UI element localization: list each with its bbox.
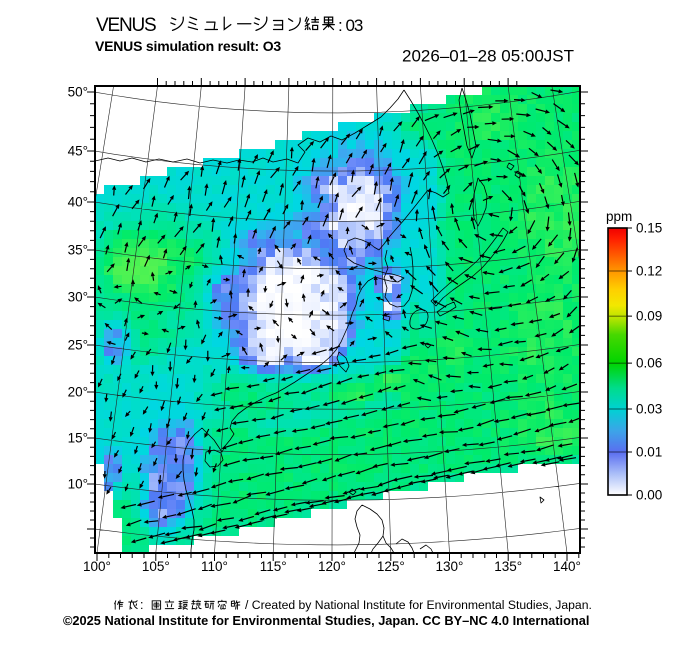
- svg-text:100°: 100°: [83, 559, 111, 574]
- svg-text:110°: 110°: [201, 559, 228, 574]
- svg-text:130°: 130°: [436, 559, 464, 574]
- svg-text:VENUS: VENUS: [96, 15, 156, 36]
- svg-text:120°: 120°: [318, 559, 346, 574]
- svg-text:0.06: 0.06: [636, 356, 662, 371]
- svg-text::: :: [140, 598, 143, 612]
- svg-text:35°: 35°: [68, 243, 88, 258]
- svg-text:0.09: 0.09: [636, 309, 662, 324]
- svg-text:10°: 10°: [68, 477, 88, 492]
- svg-text:15°: 15°: [68, 431, 88, 446]
- svg-text:0.15: 0.15: [636, 221, 662, 236]
- svg-text:50°: 50°: [68, 85, 88, 100]
- svg-text:2026–01–28 05:00JST: 2026–01–28 05:00JST: [402, 47, 574, 66]
- svg-text:140°: 140°: [553, 559, 581, 574]
- svg-text:40°: 40°: [68, 195, 88, 210]
- svg-text:125°: 125°: [377, 559, 405, 574]
- svg-text:115°: 115°: [260, 559, 287, 574]
- svg-text:0.12: 0.12: [636, 264, 662, 279]
- svg-text:/ Created by National Institut: / Created by National Institute for Envi…: [245, 598, 592, 612]
- svg-text:30°: 30°: [68, 290, 88, 305]
- svg-text:VENUS simulation result: O3: VENUS simulation result: O3: [95, 38, 281, 54]
- svg-text:20°: 20°: [68, 385, 88, 400]
- svg-text:45°: 45°: [68, 144, 88, 159]
- svg-text:105°: 105°: [142, 559, 170, 574]
- svg-text:ppm: ppm: [606, 209, 632, 224]
- svg-text:0.01: 0.01: [636, 445, 662, 460]
- svg-text:25°: 25°: [68, 338, 88, 353]
- svg-text:0.00: 0.00: [636, 488, 662, 503]
- svg-text:135°: 135°: [494, 559, 522, 574]
- svg-text:: 03: : 03: [338, 16, 363, 35]
- svg-text:©2025 National Institute for E: ©2025 National Institute for Environment…: [63, 613, 589, 628]
- svg-text:0.03: 0.03: [636, 402, 662, 417]
